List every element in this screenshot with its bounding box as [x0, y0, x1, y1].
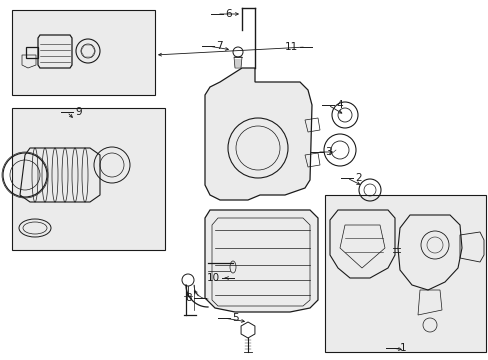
Text: 9: 9 [75, 107, 81, 117]
Bar [12, 108, 164, 250]
Text: 1: 1 [399, 343, 406, 353]
Bar [12, 10, 155, 95]
Text: 3: 3 [325, 147, 331, 157]
Text: 7: 7 [216, 41, 222, 51]
Text: 5: 5 [231, 313, 238, 323]
Text: 2: 2 [354, 173, 361, 183]
Polygon shape [20, 148, 100, 202]
Polygon shape [397, 215, 461, 290]
Text: 4: 4 [335, 100, 342, 110]
Polygon shape [204, 210, 317, 312]
Text: 8: 8 [185, 293, 192, 303]
Text: 10: 10 [206, 273, 220, 283]
Polygon shape [329, 210, 394, 278]
Polygon shape [38, 35, 72, 68]
Bar [325, 195, 485, 352]
Polygon shape [204, 68, 311, 200]
Text: 6: 6 [224, 9, 231, 19]
Text: 11: 11 [284, 42, 297, 52]
